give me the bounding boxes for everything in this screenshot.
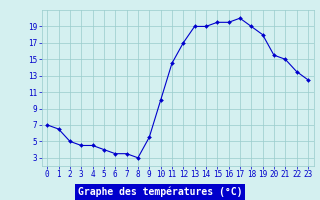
Text: Graphe des températures (°C): Graphe des températures (°C): [78, 187, 242, 197]
